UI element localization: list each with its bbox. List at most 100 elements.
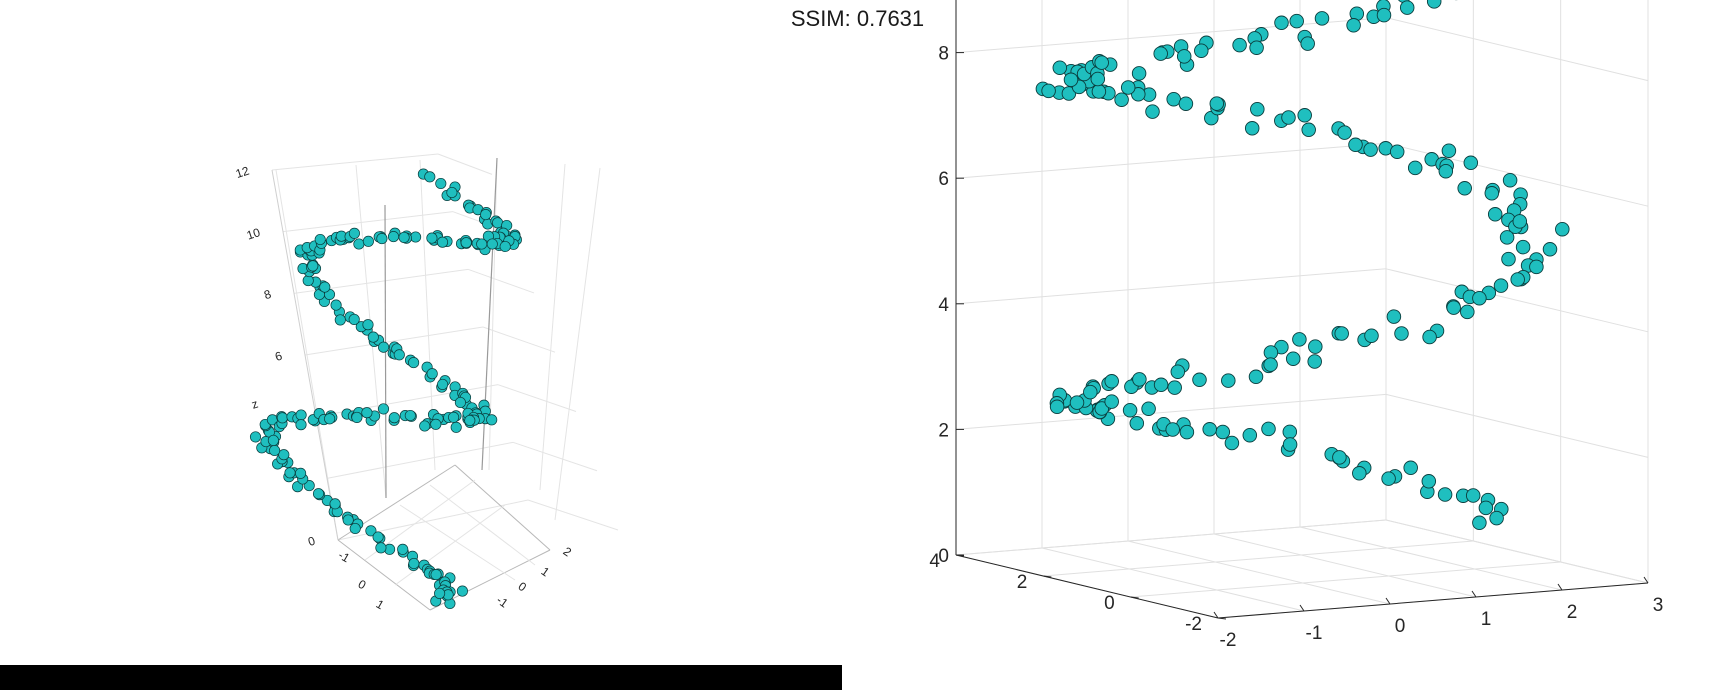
data-point bbox=[1166, 91, 1181, 107]
x-tick-mark bbox=[1299, 604, 1305, 612]
x-tick-mark bbox=[1643, 576, 1649, 584]
data-point bbox=[1555, 221, 1570, 237]
data-point bbox=[1215, 424, 1231, 440]
z-tick-label: 4 bbox=[938, 295, 949, 316]
x-tick-mark bbox=[1471, 590, 1477, 598]
data-point bbox=[1132, 372, 1147, 387]
data-point bbox=[1209, 96, 1225, 111]
data-point bbox=[1244, 121, 1260, 136]
data-point bbox=[1510, 272, 1525, 287]
data-point bbox=[1493, 278, 1509, 293]
data-point bbox=[1337, 125, 1352, 140]
data-point bbox=[1141, 401, 1156, 416]
data-point bbox=[1263, 345, 1279, 360]
data-point bbox=[1421, 474, 1437, 489]
grid-line bbox=[399, 504, 516, 581]
data-point bbox=[314, 233, 326, 246]
z-tick-label: 0 bbox=[938, 546, 949, 567]
data-point bbox=[292, 481, 304, 493]
black-footer-bar bbox=[0, 665, 842, 690]
data-point bbox=[1221, 373, 1236, 388]
data-point bbox=[1346, 18, 1361, 33]
data-point bbox=[1069, 395, 1085, 410]
data-point bbox=[1441, 143, 1457, 158]
data-point bbox=[1314, 11, 1330, 26]
data-point bbox=[408, 357, 420, 369]
grid-line bbox=[1385, 17, 1649, 82]
data-point bbox=[1179, 424, 1195, 440]
data-point bbox=[419, 420, 431, 432]
grid-line bbox=[304, 326, 484, 356]
x-tick-mark bbox=[1385, 597, 1391, 605]
data-point bbox=[269, 444, 281, 457]
data-point bbox=[1381, 471, 1396, 486]
data-point bbox=[486, 238, 498, 250]
data-point bbox=[1502, 172, 1518, 188]
data-point bbox=[436, 236, 449, 248]
data-point bbox=[1114, 92, 1129, 107]
data-point bbox=[1131, 66, 1147, 81]
data-point bbox=[1437, 487, 1453, 502]
z-tick-label: 2 bbox=[938, 420, 949, 441]
grid-line bbox=[1299, 526, 1563, 591]
data-point bbox=[1376, 7, 1392, 23]
y-tick-label: 0 bbox=[1104, 593, 1115, 614]
data-point bbox=[1529, 259, 1544, 275]
data-point bbox=[397, 543, 409, 555]
x-tick-mark bbox=[1213, 611, 1219, 619]
data-point bbox=[1512, 214, 1528, 229]
data-point bbox=[426, 232, 438, 244]
data-point bbox=[324, 413, 336, 425]
x-tick-label: -1 bbox=[336, 548, 353, 566]
data-point bbox=[1289, 13, 1304, 29]
data-point bbox=[1153, 46, 1168, 61]
data-point bbox=[295, 419, 307, 431]
data-point bbox=[1094, 401, 1110, 416]
data-point bbox=[1274, 15, 1289, 31]
grid-line bbox=[955, 268, 1387, 305]
data-point bbox=[1478, 500, 1494, 516]
data-point bbox=[448, 411, 460, 423]
data-point bbox=[362, 235, 374, 247]
z-tick-label: 6 bbox=[938, 169, 949, 190]
data-point bbox=[1281, 110, 1296, 125]
data-point bbox=[1446, 300, 1461, 315]
x-tick-label: 1 bbox=[374, 597, 387, 613]
data-point bbox=[351, 411, 363, 423]
z-tick-label: 12 bbox=[234, 163, 251, 181]
data-point bbox=[378, 341, 390, 353]
data-point bbox=[476, 238, 488, 250]
grid-line bbox=[497, 384, 577, 412]
x-tick-label: 1 bbox=[1481, 609, 1492, 630]
data-point bbox=[464, 414, 476, 427]
data-point bbox=[434, 587, 446, 599]
grid-line bbox=[282, 211, 454, 233]
grid-line bbox=[271, 153, 439, 171]
data-point bbox=[353, 238, 365, 250]
data-point bbox=[295, 409, 307, 421]
data-point bbox=[1094, 55, 1109, 70]
data-point bbox=[1399, 0, 1415, 15]
data-point bbox=[1465, 488, 1481, 503]
grid-line bbox=[394, 504, 506, 586]
data-point bbox=[1472, 515, 1487, 531]
data-point bbox=[408, 557, 420, 570]
grid-line bbox=[1127, 540, 1391, 605]
data-point bbox=[446, 186, 458, 199]
data-point bbox=[1332, 450, 1347, 465]
data-point bbox=[334, 314, 346, 326]
data-point bbox=[430, 569, 442, 581]
data-point bbox=[1145, 104, 1160, 119]
data-point bbox=[284, 467, 296, 479]
data-point bbox=[278, 449, 290, 461]
data-point bbox=[1242, 427, 1258, 443]
grid-line bbox=[1385, 268, 1649, 333]
x-tick-label: 2 bbox=[1567, 602, 1578, 623]
data-point bbox=[303, 480, 315, 492]
data-point bbox=[1386, 309, 1402, 324]
data-point bbox=[480, 209, 492, 221]
data-point bbox=[1261, 421, 1276, 437]
data-point bbox=[1232, 37, 1247, 53]
